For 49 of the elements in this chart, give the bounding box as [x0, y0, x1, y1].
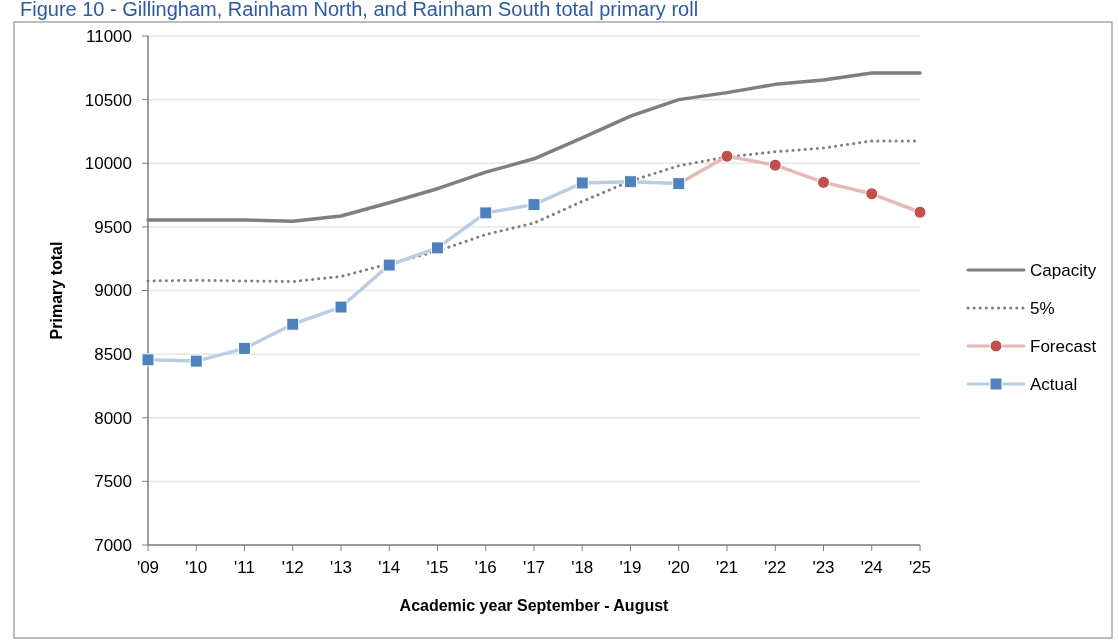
y-tick-label: 7000: [94, 535, 132, 555]
x-tick-label: '13: [329, 558, 353, 577]
point: [624, 175, 637, 189]
legend-label: Forecast: [1030, 336, 1097, 356]
point: [865, 187, 879, 201]
y-tick-label: 9000: [94, 281, 132, 301]
x-tick-label: '24: [860, 558, 883, 577]
point: [720, 149, 734, 163]
point: [286, 317, 300, 331]
x-tick-label: '16: [474, 558, 497, 577]
point: [817, 175, 830, 189]
point: [527, 198, 541, 212]
x-tick-label: '11: [234, 558, 255, 577]
point: [238, 341, 251, 355]
legend-label: 5%: [1030, 298, 1055, 318]
y-tick-label: 10000: [84, 154, 132, 174]
x-tick-label: '10: [185, 558, 208, 577]
x-tick-label: '21: [715, 558, 739, 577]
point: [334, 300, 348, 314]
x-tick-label: '25: [908, 558, 932, 577]
x-axis-title: Academic year September - August: [399, 597, 670, 614]
y-tick-label: 8000: [94, 408, 132, 428]
y-tick-label: 10500: [84, 90, 132, 110]
point: [768, 158, 782, 172]
x-tick-label: '09: [136, 558, 160, 577]
x-tick-label: '23: [812, 558, 835, 577]
point: [575, 176, 589, 190]
legend-label: Actual: [1030, 374, 1078, 394]
x-tick-label: '19: [619, 558, 642, 577]
y-tick-label: 11000: [85, 26, 132, 46]
chart-title: Figure 10 - Gillingham, Rainham North, and Rainham South total primary roll: [20, 0, 699, 20]
x-tick-label: '17: [522, 558, 546, 577]
point: [382, 258, 396, 272]
y-axis-title: Primary total: [48, 241, 65, 340]
x-tick-label: '22: [764, 558, 787, 577]
x-tick-label: '14: [378, 558, 401, 577]
point: [479, 206, 493, 220]
y-tick-label: 8500: [94, 345, 132, 365]
x-tick-label: '20: [667, 558, 690, 577]
point: [913, 205, 927, 219]
x-tick-label: '18: [571, 558, 594, 577]
x-tick-label: '15: [426, 558, 449, 577]
point: [141, 353, 155, 367]
x-tick-label: '12: [281, 558, 304, 577]
y-tick-label: 7500: [94, 472, 132, 492]
point: [431, 241, 444, 255]
y-tick-label: 9500: [94, 217, 132, 237]
legend-label: Capacity: [1030, 260, 1097, 280]
point: [189, 354, 203, 368]
